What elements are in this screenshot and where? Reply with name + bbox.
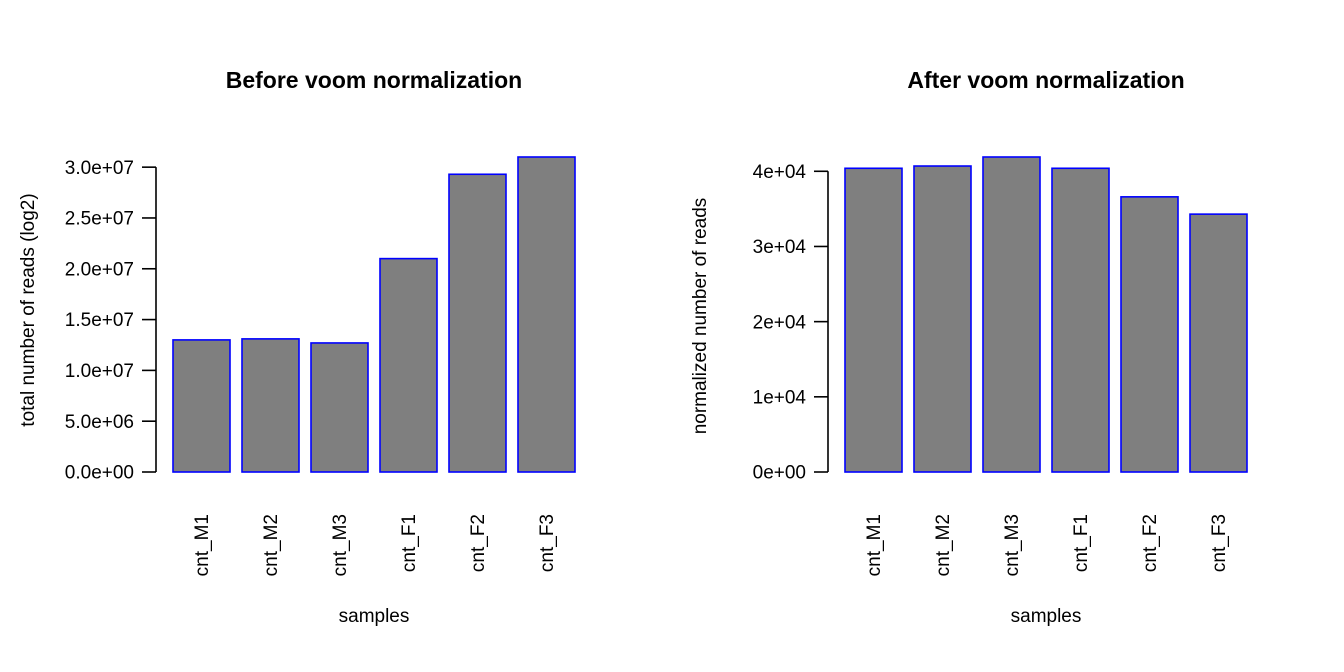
y-tick-label: 3e+04 — [753, 237, 807, 258]
bar-cnt_M3 — [982, 156, 1041, 473]
x-tick-label-cnt_F2: cnt_F2 — [468, 514, 489, 572]
chart-panel-1: Before voom normalization cnt_M1 cnt_M2 cnt… — [18, 67, 576, 627]
bar-cnt_M2 — [913, 165, 972, 473]
y-tick-label: 2e+04 — [753, 312, 807, 333]
x-axis-label: samples — [339, 606, 410, 627]
x-axis-label: samples — [1011, 606, 1082, 627]
y-tick-label: 0e+00 — [753, 463, 806, 484]
chart-panel-2: After voom normalization cnt_M1 cnt_M2 cnt_… — [690, 67, 1248, 627]
x-tick-label-cnt_F1: cnt_F1 — [399, 514, 420, 572]
y-tick-label: 0.0e+00 — [65, 463, 134, 484]
bar-cnt_M1 — [844, 167, 903, 473]
bar-cnt_F1 — [379, 257, 438, 473]
y-tick-label: 4e+04 — [753, 162, 807, 183]
chart-title: After voom normalization — [907, 67, 1184, 93]
x-tick-label-cnt_M1: cnt_M1 — [864, 514, 885, 576]
x-tick-label-cnt_M2: cnt_M2 — [933, 514, 954, 576]
x-tick-label-cnt_M1: cnt_M1 — [192, 514, 213, 576]
y-tick-label: 2.5e+07 — [65, 209, 134, 230]
x-tick-label-cnt_M2: cnt_M2 — [261, 514, 282, 576]
y-tick-label: 1.0e+07 — [65, 361, 134, 382]
x-tick-label-cnt_M3: cnt_M3 — [1002, 514, 1023, 576]
y-axis-label: total number of reads (log2) — [18, 193, 39, 426]
y-tick-label: 5.0e+06 — [65, 412, 134, 433]
x-tick-label-cnt_M3: cnt_M3 — [330, 514, 351, 576]
y-tick-label: 2.0e+07 — [65, 259, 134, 280]
bar-cnt_F1 — [1051, 167, 1110, 473]
y-tick-label: 1.5e+07 — [65, 310, 134, 331]
bar-cnt_F3 — [517, 156, 576, 473]
bar-cnt_F3 — [1189, 213, 1248, 473]
bar-cnt_M3 — [310, 342, 369, 473]
y-tick-label: 1e+04 — [753, 387, 807, 408]
bar-cnt_M1 — [172, 339, 231, 473]
x-tick-label-cnt_F3: cnt_F3 — [537, 514, 558, 572]
x-tick-label-cnt_F3: cnt_F3 — [1209, 514, 1230, 572]
chart-title: Before voom normalization — [226, 67, 522, 93]
y-tick-label: 3.0e+07 — [65, 158, 134, 179]
x-tick-label-cnt_F1: cnt_F1 — [1071, 514, 1092, 572]
bar-cnt_F2 — [448, 173, 507, 473]
y-axis-label: normalized number of reads — [690, 198, 711, 435]
x-tick-label-cnt_F2: cnt_F2 — [1140, 514, 1161, 572]
bar-cnt_F2 — [1120, 196, 1179, 473]
bar-cnt_M2 — [241, 338, 300, 473]
